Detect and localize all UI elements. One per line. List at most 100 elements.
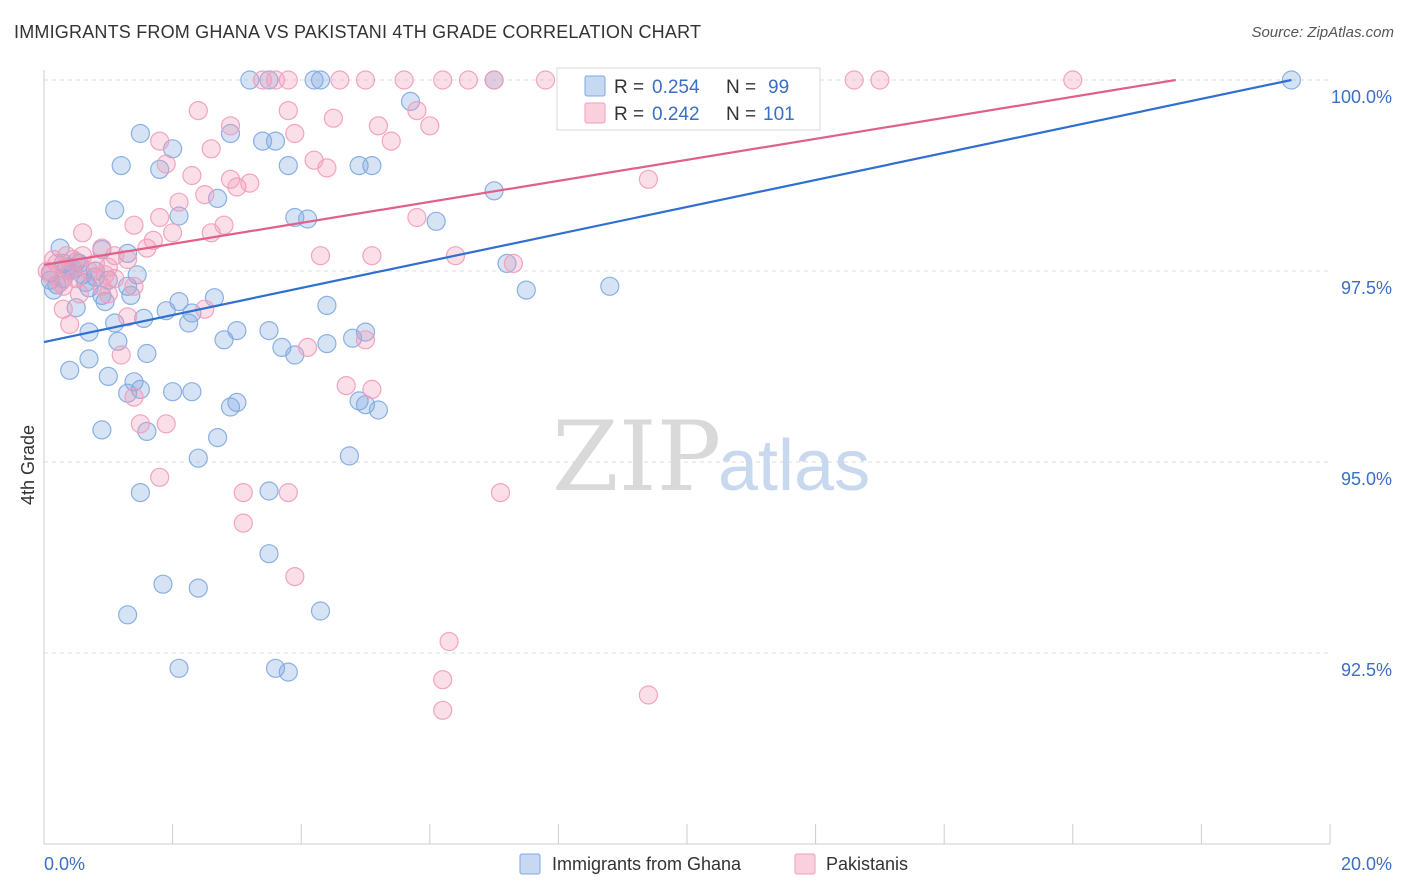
ghana-point [227, 321, 247, 341]
ghana-point [298, 209, 318, 229]
ghana-point [214, 330, 234, 350]
pakistani-point [50, 272, 70, 293]
pakistani-point [163, 223, 183, 243]
pakistani-point [638, 685, 659, 705]
pakistani-point [124, 276, 144, 296]
pakistani-point [124, 387, 144, 407]
pakistani-point [355, 70, 376, 90]
pakistani-point [298, 337, 318, 357]
pakistani-point [40, 265, 61, 285]
ghana-point [188, 448, 208, 468]
pakistani-point [130, 414, 150, 434]
ghana-point [169, 658, 189, 678]
pakistani-point [484, 70, 504, 90]
legend-n-label-2: N = [726, 104, 756, 125]
grid-lines [44, 79, 1330, 654]
legend-n-label-1: N = [726, 77, 756, 98]
ghana-point [355, 322, 376, 342]
x-tick-label: 0.0% [44, 854, 85, 874]
pakistani-point [433, 700, 453, 720]
pakistani-point [844, 70, 864, 90]
pakistani-point [330, 70, 350, 90]
ghana-point [310, 70, 331, 90]
ghana-point [117, 605, 138, 625]
pakistani-point [368, 116, 388, 136]
ghana-point [208, 428, 228, 448]
pakistani-point [124, 215, 144, 235]
y-tick-label: 95.0% [1341, 469, 1392, 489]
pakistani-point [394, 70, 414, 90]
pakistani-point [278, 70, 298, 90]
pakistani-point [323, 108, 343, 128]
pakistani-point [69, 284, 90, 304]
pakistani-point [490, 483, 511, 503]
ghana-point [137, 343, 157, 364]
pakistani-point [355, 330, 376, 350]
pakistani-point [150, 467, 170, 487]
ghana-point [111, 156, 131, 176]
y-axis-label: 4th Grade [18, 425, 38, 505]
ghana-point [169, 292, 189, 312]
x-tick-label: 20.0% [1341, 854, 1392, 874]
ghana-point [497, 253, 517, 273]
ghana-trend-line [43, 78, 1292, 344]
ghana-point [516, 280, 536, 300]
ghana-point [220, 123, 241, 144]
legend-swatch-ghana [584, 75, 606, 97]
axes [43, 70, 1331, 845]
pakistani-point [458, 70, 478, 90]
pakistani-point [72, 246, 93, 266]
pakistani-point [503, 253, 524, 273]
ghana-point [310, 601, 331, 621]
ghana-point [259, 321, 279, 341]
ghana-point [208, 188, 228, 208]
ghana-point [124, 372, 144, 392]
ghana-point [134, 308, 154, 328]
ghana-point [130, 379, 150, 399]
ghana-point [304, 70, 324, 90]
ghana-point [265, 131, 286, 151]
pakistani-point [188, 100, 208, 121]
pakistani-point [336, 376, 356, 396]
pakistani-point [310, 246, 331, 266]
pakistani-point [278, 100, 298, 121]
pakistani-point [870, 70, 890, 90]
bottom-legend-swatch-pakistani [794, 853, 816, 875]
bottom-legend: Immigrants from Ghana Pakistanis [519, 853, 908, 875]
chart-title: IMMIGRANTS FROM GHANA VS PAKISTANI 4TH G… [14, 22, 702, 42]
ghana-point [259, 70, 279, 90]
legend-r-value-2: 0.242 [652, 104, 700, 125]
pakistani-point [433, 70, 453, 90]
ghana-point [317, 295, 337, 315]
ghana-point [259, 481, 279, 501]
legend-r-value-1: 0.254 [652, 77, 700, 98]
pakistani-point [381, 131, 401, 151]
ghana-point [278, 156, 298, 176]
legend-box: R = 0.254 N = 99 R = 0.242 N = 101 [556, 67, 821, 131]
ghana-point [92, 420, 112, 440]
pakistani-point [240, 173, 260, 193]
pakistani-point [433, 670, 453, 690]
y-tick-label: 97.5% [1341, 278, 1392, 298]
ghana-point [362, 156, 382, 176]
pakistani-point [278, 483, 298, 503]
pakistani-point [60, 314, 80, 335]
ghana-point [153, 574, 173, 594]
ghana-point [105, 200, 125, 220]
pakistani-point [420, 116, 440, 136]
legend-n-value-1: 99 [768, 77, 789, 98]
pakistani-point [98, 284, 118, 304]
pakistani-point [150, 131, 170, 151]
pakistani-point [111, 345, 131, 365]
legend-n-value-2: 101 [763, 104, 795, 125]
pakistani-point [169, 192, 189, 212]
pakistani-point [638, 169, 659, 189]
ghana-point [130, 483, 150, 503]
pakistani-point [233, 513, 253, 533]
pakistani-point [439, 631, 459, 652]
ghana-point [163, 382, 183, 402]
pakistani-point [362, 246, 382, 266]
data-points [37, 70, 1302, 720]
pakistani-point [214, 215, 234, 235]
watermark-atlas: atlas [718, 426, 870, 506]
